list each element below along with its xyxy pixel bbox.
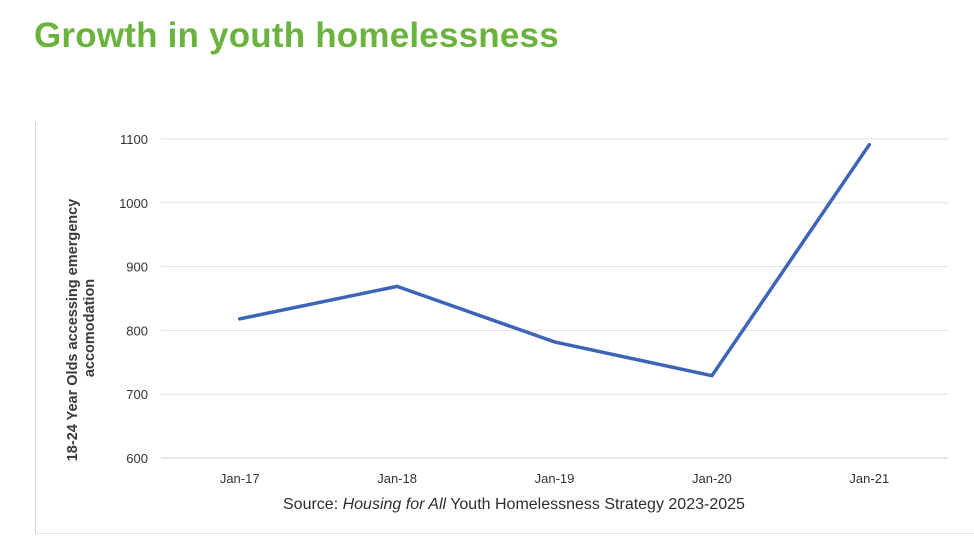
y-tick-label-600: 600 bbox=[126, 451, 148, 466]
y-tick-label-1000: 1000 bbox=[119, 196, 148, 211]
y-axis-title: 18-24 Year Olds accessing emergency acco… bbox=[65, 195, 98, 462]
y-tick-label-700: 700 bbox=[126, 387, 148, 402]
x-tick-label-Jan-19: Jan-19 bbox=[535, 471, 575, 486]
source-suffix: Youth Homelessness Strategy 2023-2025 bbox=[446, 496, 745, 513]
y-axis-title-line-2: accomodation bbox=[82, 279, 98, 377]
x-tick-label-Jan-18: Jan-18 bbox=[377, 471, 417, 486]
y-tick-label-800: 800 bbox=[126, 323, 148, 338]
data-point-Jan-18 bbox=[395, 284, 399, 288]
data-point-Jan-21 bbox=[867, 143, 871, 147]
x-tick-labels: Jan-17 Jan-18 Jan-19 Jan-20 Jan-21 bbox=[220, 471, 889, 486]
data-point-Jan-17 bbox=[238, 317, 242, 321]
x-tick-label-Jan-17: Jan-17 bbox=[220, 471, 260, 486]
gridlines bbox=[161, 138, 948, 459]
y-tick-labels: 600 700 800 900 1000 1100 bbox=[119, 132, 148, 466]
source-italic: Housing for All bbox=[343, 496, 447, 513]
data-point-Jan-20 bbox=[710, 374, 714, 378]
source-prefix: Source: bbox=[283, 496, 343, 513]
chart-source: Source: Housing for All Youth Homelessne… bbox=[283, 496, 745, 513]
y-axis-title-line-1: 18-24 Year Olds accessing emergency bbox=[65, 199, 81, 462]
x-tick-label-Jan-21: Jan-21 bbox=[849, 471, 889, 486]
chart-frame: 600 700 800 900 1000 1100 Jan-17 Jan-18 Jan-19 J… bbox=[35, 122, 974, 534]
data-point-Jan-19 bbox=[552, 340, 557, 344]
x-tick-label-Jan-20: Jan-20 bbox=[692, 471, 732, 486]
y-tick-label-1100: 1100 bbox=[120, 132, 148, 147]
series-layer bbox=[237, 142, 872, 378]
y-tick-label-900: 900 bbox=[126, 260, 148, 275]
page-title: Growth in youth homelessness bbox=[34, 16, 559, 55]
